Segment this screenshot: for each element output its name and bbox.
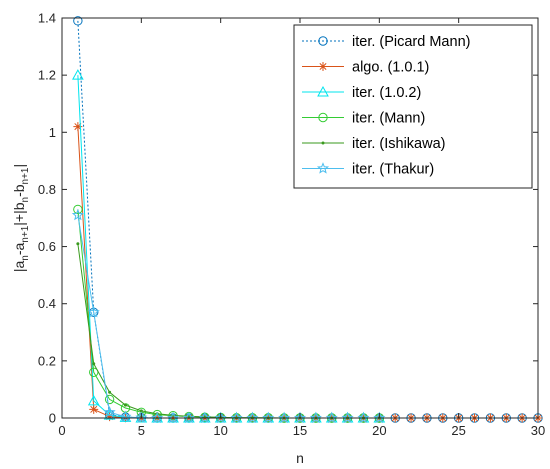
- data-point: [71, 208, 84, 221]
- data-point: [309, 411, 322, 424]
- data-point: [87, 305, 100, 318]
- data-point: [135, 411, 148, 423]
- legend-label: iter. (Mann): [352, 111, 425, 127]
- data-point: [357, 411, 370, 424]
- y-axis-title-part: n: [20, 255, 31, 261]
- legend-item: iter. (Thakur): [302, 162, 434, 178]
- data-point: [316, 162, 330, 174]
- y-tick-label: 1.4: [38, 11, 56, 26]
- y-axis-title-part: |: [11, 164, 27, 168]
- y-axis-title-part: n+1: [20, 167, 31, 184]
- data-point: [73, 122, 83, 132]
- data-point: [72, 69, 84, 80]
- y-axis-title-part: n+1: [20, 225, 31, 242]
- x-tick-label: 10: [213, 423, 227, 438]
- legend-item: iter. (Mann): [302, 111, 425, 127]
- x-tick-label: 20: [372, 423, 386, 438]
- data-point: [321, 141, 325, 145]
- data-point: [151, 411, 164, 424]
- data-point: [214, 411, 227, 424]
- x-tick-label: 30: [531, 423, 545, 438]
- data-point: [317, 85, 329, 97]
- legend-label: iter. (Thakur): [352, 162, 434, 178]
- data-point: [318, 36, 328, 46]
- data-point: [230, 411, 243, 424]
- data-point: [278, 411, 291, 424]
- legend-label: iter. (Ishikawa): [352, 136, 445, 152]
- y-tick-label: 1.2: [38, 68, 56, 83]
- data-point: [139, 409, 143, 413]
- data-point: [123, 403, 127, 407]
- data-point: [73, 16, 83, 26]
- y-tick-label: 0.2: [38, 353, 56, 368]
- legend-item: iter. (Picard Mann): [302, 34, 470, 50]
- data-point: [318, 112, 328, 123]
- data-point: [341, 411, 354, 424]
- data-point: [182, 411, 195, 424]
- y-tick-label: 1: [49, 125, 56, 140]
- legend-item: iter. (1.0.2): [302, 85, 421, 101]
- legend-label: iter. (1.0.2): [352, 85, 421, 101]
- x-tick-label: 5: [138, 423, 145, 438]
- y-axis-title-part: |+|b: [11, 202, 27, 225]
- data-point: [108, 390, 112, 394]
- data-point: [87, 394, 100, 406]
- x-tick-label: 15: [293, 423, 307, 438]
- legend-label: iter. (Picard Mann): [352, 34, 470, 50]
- data-point: [92, 362, 96, 366]
- data-point: [119, 410, 132, 422]
- data-point: [318, 62, 328, 71]
- x-axis-title: n: [296, 450, 304, 466]
- data-point: [246, 411, 259, 424]
- y-tick-label: 0: [49, 411, 56, 426]
- legend-item: iter. (Ishikawa): [302, 136, 445, 152]
- y-axis-title-part: n: [20, 197, 31, 203]
- data-point: [325, 411, 338, 424]
- legend-label: algo. (1.0.1): [352, 60, 429, 76]
- y-axis-title-part: -b: [11, 184, 27, 197]
- y-tick-label: 0.6: [38, 239, 56, 254]
- data-point: [105, 412, 115, 422]
- legend-item: algo. (1.0.1): [302, 60, 429, 76]
- data-point: [76, 242, 80, 246]
- x-tick-label: 0: [58, 423, 65, 438]
- legend-box: [293, 24, 533, 189]
- x-tick-label: 25: [451, 423, 465, 438]
- data-point: [104, 394, 115, 405]
- data-point: [167, 411, 180, 424]
- data-point: [89, 404, 99, 414]
- data-point: [198, 411, 211, 424]
- data-point: [103, 405, 116, 418]
- y-axis-title: |an-an+1|+|bn-bn+1|: [11, 164, 31, 272]
- data-point: [293, 411, 307, 424]
- y-axis-title-part: -a: [11, 242, 27, 255]
- y-tick-label: 0.8: [38, 182, 56, 197]
- y-tick-label: 0.4: [38, 296, 56, 311]
- y-axis-title-part: |a: [11, 261, 27, 273]
- data-point: [262, 411, 275, 424]
- data-point: [73, 204, 83, 215]
- axes: 0 5 10 15 20 25 30 0 0.2 0.4 0.6 0.8 1 1.2 1.4: [38, 11, 545, 439]
- data-point: [373, 411, 386, 424]
- legend: iter. (Picard Mann) algo. (1.0.1) iter. (1…: [293, 24, 533, 189]
